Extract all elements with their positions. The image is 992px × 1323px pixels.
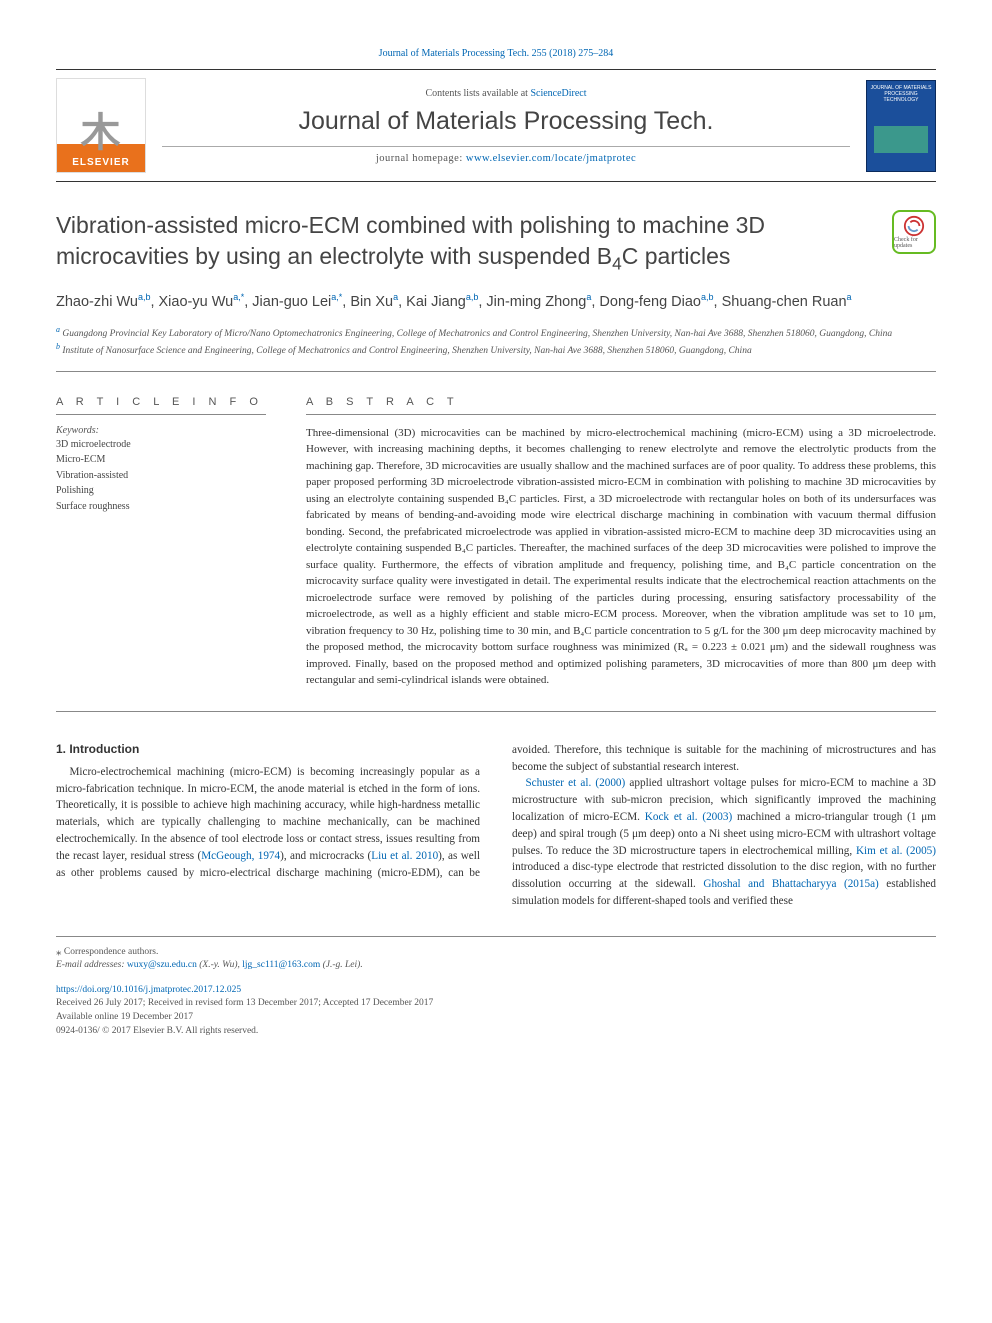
- homepage-link[interactable]: www.elsevier.com/locate/jmatprotec: [466, 153, 636, 164]
- received-line: Received 26 July 2017; Received in revis…: [56, 998, 433, 1008]
- contents-available-line: Contents lists available at ScienceDirec…: [162, 88, 850, 99]
- article-title: Vibration-assisted micro-ECM combined wi…: [56, 210, 872, 276]
- correspondence-line: ⁎ Correspondence authors.: [56, 945, 936, 958]
- correspondence-label: Correspondence authors.: [64, 947, 158, 957]
- email-name-1: (X.-y. Wu),: [197, 960, 242, 970]
- body-two-column: 1. Introduction Micro-electrochemical ma…: [56, 742, 936, 910]
- keyword: 3D microelectrode: [56, 437, 266, 453]
- doi-link[interactable]: https://doi.org/10.1016/j.jmatprotec.201…: [56, 985, 241, 995]
- online-line: Available online 19 December 2017: [56, 1012, 193, 1022]
- doi-block: https://doi.org/10.1016/j.jmatprotec.201…: [56, 984, 936, 1039]
- title-subscript: 4: [612, 254, 622, 274]
- asterisk-icon: ⁎: [56, 946, 62, 958]
- article-info-column: A R T I C L E I N F O Keywords: 3D micro…: [56, 396, 266, 689]
- check-updates-label: Check for updates: [894, 237, 934, 249]
- author: Dong-feng Diaoa,b: [599, 294, 713, 310]
- author: Zhao-zhi Wua,b: [56, 294, 150, 310]
- article-info-heading: A R T I C L E I N F O: [56, 396, 266, 415]
- email-link-1[interactable]: wuxy@szu.edu.cn: [127, 960, 197, 970]
- intro-para-3: Schuster et al. (2000) applied ultrashor…: [512, 775, 936, 909]
- email-line: E-mail addresses: wuxy@szu.edu.cn (X.-y.…: [56, 960, 936, 970]
- check-updates-icon: [903, 215, 925, 237]
- ref-schuster[interactable]: Schuster et al. (2000): [525, 777, 625, 789]
- affiliation-b: b Institute of Nanosurface Science and E…: [56, 341, 936, 358]
- author: Jin-ming Zhonga: [486, 294, 591, 310]
- abstract-heading: A B S T R A C T: [306, 396, 936, 415]
- email-label: E-mail addresses:: [56, 960, 125, 970]
- keyword: Vibration-assisted: [56, 468, 266, 484]
- email-name-2: (J.-g. Lei).: [320, 960, 362, 970]
- ref-kim[interactable]: Kim et al. (2005): [856, 845, 936, 857]
- author: Xiao-yu Wua,*: [159, 294, 245, 310]
- intro-heading: 1. Introduction: [56, 742, 480, 756]
- ref-ghoshal[interactable]: Ghoshal and Bhattacharyya (2015a): [703, 878, 878, 890]
- journal-homepage-line: journal homepage: www.elsevier.com/locat…: [162, 146, 850, 164]
- author: Kai Jianga,b: [406, 294, 478, 310]
- author: Shuang-chen Ruana: [722, 294, 852, 310]
- keywords-label: Keywords:: [56, 425, 266, 436]
- cover-label: JOURNAL OF MATERIALS PROCESSING TECHNOLO…: [871, 85, 932, 103]
- elsevier-logo-text: ELSEVIER: [72, 153, 129, 172]
- elsevier-tree-icon: ⽊: [81, 113, 122, 153]
- elsevier-logo: ⽊ ELSEVIER: [56, 78, 146, 173]
- journal-cover-thumbnail: JOURNAL OF MATERIALS PROCESSING TECHNOLO…: [866, 80, 936, 172]
- ref-liu[interactable]: Liu et al. 2010: [371, 850, 438, 862]
- journal-name: Journal of Materials Processing Tech.: [162, 107, 850, 136]
- journal-reference-link[interactable]: Journal of Materials Processing Tech. 25…: [379, 48, 614, 59]
- check-for-updates-badge[interactable]: Check for updates: [892, 210, 936, 254]
- keyword: Micro-ECM: [56, 452, 266, 468]
- author-list: Zhao-zhi Wua,b, Xiao-yu Wua,*, Jian-guo …: [56, 290, 936, 314]
- keywords-list: 3D microelectrode Micro-ECM Vibration-as…: [56, 437, 266, 515]
- sciencedirect-link[interactable]: ScienceDirect: [530, 88, 586, 99]
- journal-reference-header: Journal of Materials Processing Tech. 25…: [56, 48, 936, 59]
- homepage-label: journal homepage:: [376, 153, 466, 164]
- ref-kock[interactable]: Kock et al. (2003): [645, 811, 732, 823]
- keyword: Polishing: [56, 483, 266, 499]
- email-link-2[interactable]: ljg_sc111@163.com: [242, 960, 320, 970]
- affiliation-block: a Guangdong Provincial Key Laboratory of…: [56, 324, 936, 372]
- author: Bin Xua: [350, 294, 398, 310]
- footer-block: ⁎ Correspondence authors. E-mail address…: [56, 936, 936, 1039]
- affiliation-a: a Guangdong Provincial Key Laboratory of…: [56, 324, 936, 341]
- author: Jian-guo Leia,*: [252, 294, 342, 310]
- keyword: Surface roughness: [56, 499, 266, 515]
- contents-label: Contents lists available at: [425, 88, 530, 99]
- title-tail: C particles: [622, 243, 731, 269]
- header-center: Contents lists available at ScienceDirec…: [162, 88, 850, 164]
- abstract-text: Three-dimensional (3D) microcavities can…: [306, 425, 936, 689]
- journal-header-box: ⽊ ELSEVIER Contents lists available at S…: [56, 69, 936, 182]
- copyright-line: 0924-0136/ © 2017 Elsevier B.V. All righ…: [56, 1026, 258, 1036]
- abstract-column: A B S T R A C T Three-dimensional (3D) m…: [306, 396, 936, 689]
- ref-mcgeough[interactable]: McGeough, 1974: [201, 850, 280, 862]
